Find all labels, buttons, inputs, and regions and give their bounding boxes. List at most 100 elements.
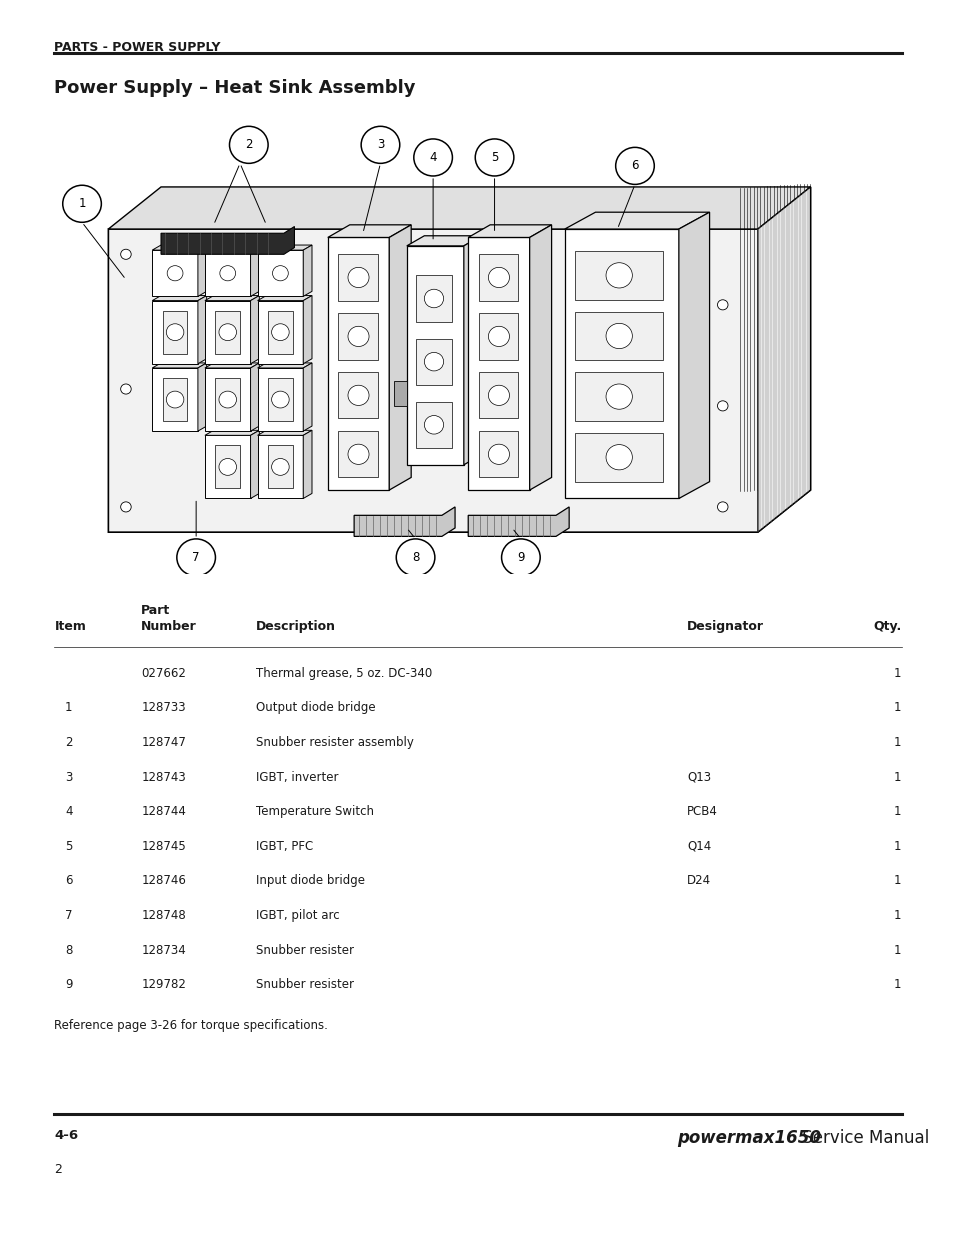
- Bar: [394, 380, 406, 406]
- Polygon shape: [468, 506, 569, 536]
- Text: 1: 1: [893, 805, 901, 819]
- Text: Temperature Switch: Temperature Switch: [255, 805, 374, 819]
- Bar: [478, 314, 517, 359]
- Text: 1: 1: [893, 667, 901, 680]
- Circle shape: [176, 538, 215, 576]
- Polygon shape: [197, 295, 207, 364]
- Bar: [268, 446, 293, 488]
- Text: IGBT, pilot arc: IGBT, pilot arc: [255, 909, 339, 923]
- Bar: [416, 401, 452, 448]
- Bar: [575, 372, 662, 421]
- Text: Power Supply – Heat Sink Assembly: Power Supply – Heat Sink Assembly: [54, 79, 416, 98]
- Text: 4: 4: [65, 805, 72, 819]
- Circle shape: [219, 266, 235, 280]
- Text: IGBT, inverter: IGBT, inverter: [255, 771, 337, 784]
- Text: 3: 3: [376, 138, 384, 152]
- Circle shape: [230, 126, 268, 163]
- Circle shape: [348, 385, 369, 405]
- Text: 128734: 128734: [141, 944, 186, 957]
- Polygon shape: [251, 430, 259, 499]
- Text: 1: 1: [893, 944, 901, 957]
- Text: Snubber resister: Snubber resister: [255, 944, 354, 957]
- Text: 2: 2: [65, 736, 72, 750]
- Text: 1: 1: [893, 874, 901, 888]
- Text: 1: 1: [65, 701, 72, 715]
- Polygon shape: [757, 186, 810, 532]
- Text: 8: 8: [65, 944, 72, 957]
- Text: Number: Number: [141, 620, 196, 634]
- Circle shape: [488, 385, 509, 405]
- Circle shape: [488, 267, 509, 288]
- Polygon shape: [205, 245, 259, 249]
- Polygon shape: [205, 368, 251, 431]
- Circle shape: [395, 538, 435, 576]
- Circle shape: [348, 445, 369, 464]
- Polygon shape: [205, 295, 259, 300]
- Circle shape: [166, 391, 184, 408]
- Polygon shape: [564, 212, 709, 228]
- Bar: [163, 378, 187, 421]
- Bar: [338, 254, 377, 300]
- Text: 1: 1: [893, 701, 901, 715]
- Polygon shape: [251, 295, 259, 364]
- Circle shape: [120, 501, 132, 513]
- Bar: [575, 311, 662, 361]
- Polygon shape: [257, 245, 312, 249]
- Text: Snubber resister: Snubber resister: [255, 978, 354, 992]
- Polygon shape: [564, 228, 679, 499]
- Text: 4-6: 4-6: [54, 1129, 78, 1142]
- Circle shape: [615, 147, 654, 184]
- Text: Thermal grease, 5 oz. DC-340: Thermal grease, 5 oz. DC-340: [255, 667, 432, 680]
- Bar: [338, 372, 377, 419]
- Circle shape: [501, 538, 539, 576]
- Text: Reference page 3-26 for torque specifications.: Reference page 3-26 for torque specifica…: [54, 1019, 328, 1032]
- Text: 7: 7: [65, 909, 72, 923]
- Text: 9: 9: [65, 978, 72, 992]
- Polygon shape: [205, 430, 259, 436]
- Circle shape: [605, 384, 632, 409]
- Text: 1: 1: [893, 840, 901, 853]
- Text: 128733: 128733: [141, 701, 186, 715]
- Circle shape: [414, 138, 452, 175]
- Polygon shape: [303, 295, 312, 364]
- Text: Q13: Q13: [686, 771, 710, 784]
- Circle shape: [273, 266, 288, 280]
- Text: 1: 1: [893, 909, 901, 923]
- Circle shape: [424, 352, 443, 370]
- Polygon shape: [303, 363, 312, 431]
- Bar: [268, 378, 293, 421]
- Bar: [478, 431, 517, 478]
- Polygon shape: [303, 430, 312, 499]
- Polygon shape: [529, 225, 551, 490]
- Text: Service Manual: Service Manual: [796, 1129, 928, 1147]
- Polygon shape: [468, 225, 551, 237]
- Text: 128745: 128745: [141, 840, 186, 853]
- Text: 128744: 128744: [141, 805, 186, 819]
- Polygon shape: [197, 245, 207, 296]
- Polygon shape: [152, 249, 197, 296]
- Text: Item: Item: [54, 620, 86, 634]
- Bar: [338, 431, 377, 478]
- Polygon shape: [161, 226, 294, 254]
- Text: powermax1650: powermax1650: [677, 1129, 821, 1147]
- Text: PARTS - POWER SUPPLY: PARTS - POWER SUPPLY: [54, 41, 221, 54]
- Bar: [163, 311, 187, 353]
- Text: 128747: 128747: [141, 736, 186, 750]
- Polygon shape: [152, 295, 207, 300]
- Circle shape: [424, 415, 443, 433]
- Text: D24: D24: [686, 874, 710, 888]
- Text: 7: 7: [193, 551, 200, 564]
- Text: 1: 1: [893, 736, 901, 750]
- Bar: [268, 311, 293, 353]
- Bar: [215, 378, 240, 421]
- Polygon shape: [389, 225, 411, 490]
- Text: 4: 4: [429, 151, 436, 164]
- Polygon shape: [205, 363, 259, 368]
- Circle shape: [488, 326, 509, 347]
- Circle shape: [167, 266, 183, 280]
- Text: Q14: Q14: [686, 840, 710, 853]
- Circle shape: [717, 501, 727, 513]
- Polygon shape: [303, 245, 312, 296]
- Text: Description: Description: [255, 620, 335, 634]
- Text: 5: 5: [65, 840, 72, 853]
